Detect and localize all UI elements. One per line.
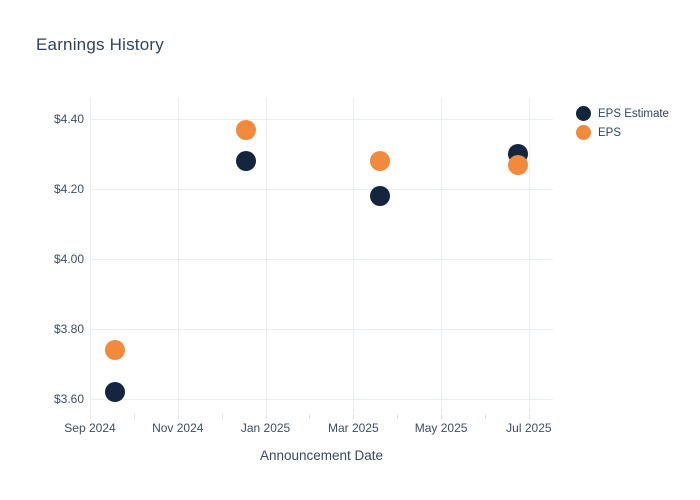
legend-item-eps-estimate[interactable]: EPS Estimate — [576, 104, 669, 123]
y-tick-label: $4.00 — [53, 252, 84, 266]
x-gridline — [353, 98, 355, 413]
x-axis-tick-mark — [309, 414, 311, 419]
x-tick-label: Mar 2025 — [327, 421, 379, 435]
data-point-eps[interactable] — [105, 340, 125, 360]
x-gridline — [528, 98, 530, 413]
x-tick-label: Jul 2025 — [506, 421, 552, 435]
x-axis-title: Announcement Date — [259, 448, 384, 463]
data-point-eps[interactable] — [507, 154, 528, 175]
legend-marker-circle-icon — [576, 125, 591, 140]
x-gridline — [265, 98, 267, 413]
x-axis-tick-mark — [528, 414, 530, 419]
y-tick-label: $3.60 — [53, 392, 84, 406]
x-axis-tick-mark — [397, 414, 399, 419]
x-axis-tick-mark — [90, 414, 91, 419]
y-gridline — [90, 329, 553, 330]
y-gridline — [90, 399, 553, 400]
x-gridline — [177, 98, 179, 413]
legend-label: EPS Estimate — [598, 107, 669, 120]
x-axis-tick-mark — [221, 414, 223, 419]
data-point-eps-estimate[interactable] — [236, 151, 257, 171]
x-axis-tick-mark — [353, 414, 355, 419]
x-gridline — [90, 98, 91, 413]
x-axis-tick-mark — [265, 414, 267, 419]
legend-marker-circle-icon — [576, 106, 591, 121]
y-tick-label: $4.40 — [53, 112, 84, 126]
x-axis-tick-mark — [441, 414, 443, 419]
chart-title: Earnings History — [36, 35, 164, 54]
data-point-eps-estimate[interactable] — [105, 382, 125, 402]
legend-item-eps[interactable]: EPS — [576, 123, 669, 142]
y-gridline — [90, 119, 553, 120]
x-tick-label: Jan 2025 — [240, 421, 291, 435]
y-tick-label: $4.20 — [53, 182, 84, 196]
x-axis-tick-mark — [484, 414, 486, 419]
legend-label: EPS — [598, 126, 622, 139]
legend: EPS Estimate EPS — [576, 104, 669, 142]
data-point-eps[interactable] — [369, 151, 390, 171]
x-axis-tick-mark — [177, 414, 179, 419]
x-gridline — [441, 98, 443, 413]
x-tick-label: May 2025 — [414, 421, 468, 435]
x-tick-label: Sep 2024 — [64, 421, 116, 435]
y-gridline — [90, 189, 553, 190]
data-point-eps[interactable] — [236, 119, 257, 140]
x-tick-label: Nov 2024 — [152, 421, 204, 435]
y-tick-label: $3.80 — [53, 322, 84, 336]
data-point-eps-estimate[interactable] — [369, 186, 390, 206]
x-axis-tick-mark — [133, 414, 135, 419]
y-gridline — [90, 259, 553, 260]
